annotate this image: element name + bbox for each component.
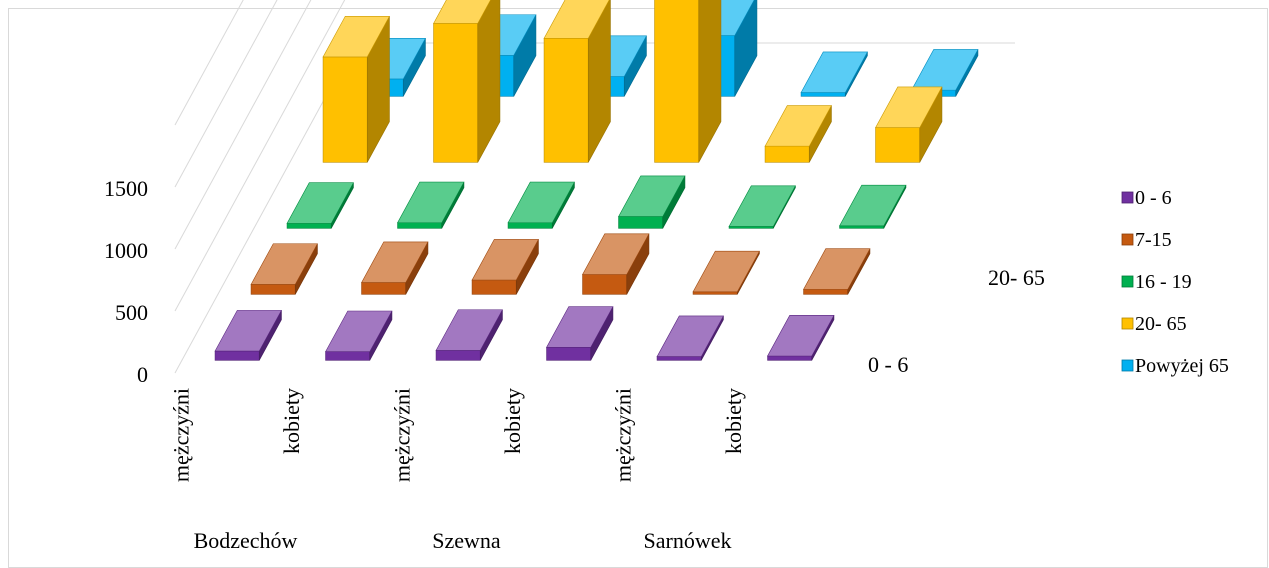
depth-axis-label: 20- 65 [988, 265, 1045, 290]
bar-20-65-4 [764, 105, 832, 163]
legend-label: 7-15 [1135, 229, 1172, 251]
category-label: kobiety [279, 388, 304, 454]
gridline-side [174, 0, 278, 188]
group-label: Sarnówek [644, 528, 732, 551]
legend-swatch [1121, 233, 1134, 246]
gridline-side [174, 0, 244, 126]
bar-7-15-5 [803, 248, 871, 295]
y-tick-label: 1500 [104, 176, 148, 201]
legend-label: 16 - 19 [1135, 271, 1192, 293]
bar-16-19-0 [286, 182, 354, 229]
legend-swatch [1121, 359, 1134, 372]
legend-label: Powyżej 65 [1135, 355, 1229, 377]
gridline-side [174, 0, 312, 250]
gridline-side [174, 0, 346, 312]
bar-7-15-1 [361, 241, 429, 295]
category-label: mężczyźni [389, 388, 414, 482]
bar-0-6-0 [214, 310, 282, 361]
group-label: Bodzechów [194, 528, 298, 551]
bar-0-6-3 [546, 306, 614, 361]
bar-16-19-3 [618, 175, 686, 229]
bar-0-6-2 [435, 309, 503, 361]
y-tick-label: 1000 [104, 238, 148, 263]
legend-swatch [1121, 317, 1134, 330]
legend-item: 20- 65 [1121, 313, 1187, 335]
y-tick-label: 500 [115, 300, 148, 325]
bar-7-15-0 [250, 243, 318, 295]
bar-16-19-2 [507, 181, 575, 229]
bar-20-65-1 [433, 0, 501, 163]
category-label: kobiety [721, 388, 746, 454]
bar-20-65-5 [875, 86, 943, 163]
legend-swatch [1121, 191, 1134, 204]
bar-16-19-5 [839, 184, 907, 229]
legend-swatch [1121, 275, 1134, 288]
bar-7-15-2 [471, 239, 539, 295]
bar-20-65-0 [322, 15, 390, 163]
group-label: Szewna [432, 528, 501, 551]
legend-item: 0 - 6 [1121, 187, 1172, 209]
legend-item: Powyżej 65 [1121, 355, 1229, 377]
category-label: mężczyźni [168, 388, 193, 482]
bars-layer [214, 0, 979, 361]
bar-7-15-4 [692, 250, 760, 295]
labels-layer: 0 500 1000 1500 mężczyźni kobiety mężczyźni kob… [104, 176, 1045, 551]
bar-16-19-1 [397, 181, 465, 229]
legend-label: 0 - 6 [1135, 187, 1172, 209]
chart-svg: 0 500 1000 1500 mężczyźni kobiety mężczyźni kob… [104, 0, 1229, 551]
category-label: kobiety [500, 388, 525, 454]
y-tick-label: 0 [137, 362, 148, 387]
bar-0-6-4 [656, 315, 724, 361]
legend-item: 16 - 19 [1121, 271, 1192, 293]
bar-0-6-5 [767, 315, 835, 361]
bar-7-15-3 [582, 233, 650, 295]
category-label: mężczyźni [610, 388, 635, 482]
legend-label: 20- 65 [1135, 313, 1187, 335]
bar-Powyżej65-4 [800, 51, 868, 97]
chart-frame: 0 500 1000 1500 mężczyźni kobiety mężczyźni kob… [8, 0, 1268, 568]
bar-20-65-2 [543, 0, 611, 163]
bar-20-65-3 [654, 0, 722, 163]
depth-axis-label: 0 - 6 [868, 352, 908, 377]
bar-0-6-1 [325, 310, 393, 361]
legend: 0 - 6 7-15 16 - 19 20- 65 Powyżej 65 [1121, 187, 1229, 377]
legend-item: 7-15 [1121, 229, 1172, 251]
bar-16-19-4 [728, 185, 796, 229]
